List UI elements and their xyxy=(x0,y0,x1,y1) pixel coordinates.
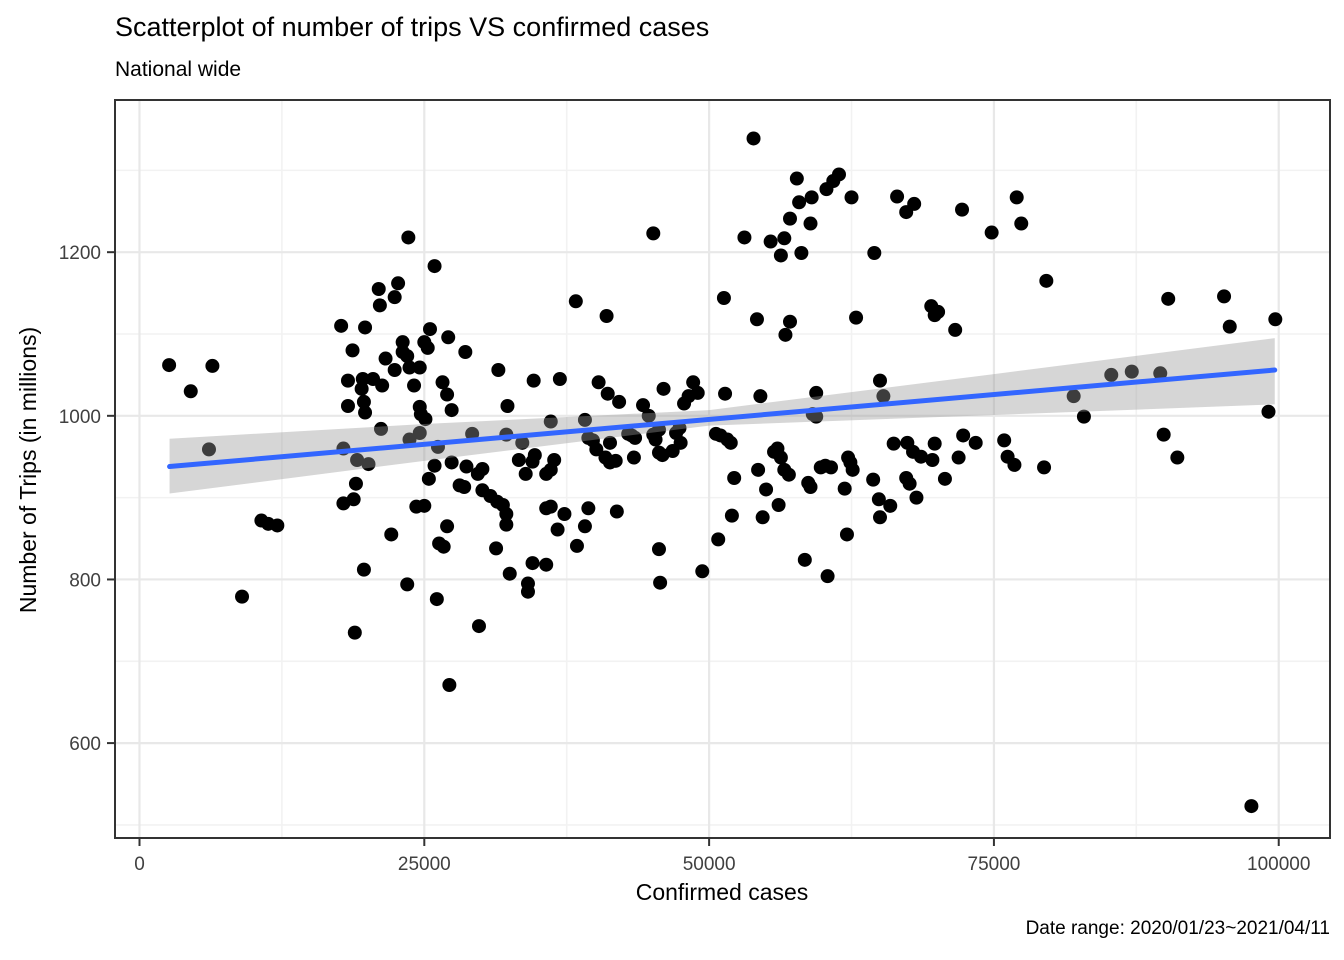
y-axis-title: Number of Trips (in millions) xyxy=(15,327,41,613)
axis-tick-marks xyxy=(107,251,1280,846)
plot-panel-background xyxy=(115,100,1330,838)
svg-text:25000: 25000 xyxy=(398,854,451,875)
svg-text:800: 800 xyxy=(69,570,101,591)
major-gridlines xyxy=(115,100,1330,838)
scatter-points xyxy=(162,131,1283,814)
regression-line xyxy=(167,367,1278,470)
x-axis-title: Confirmed cases xyxy=(636,879,809,905)
date-range-caption: Date range: 2020/01/23~2021/04/11 xyxy=(1025,918,1330,939)
svg-text:50000: 50000 xyxy=(683,854,736,875)
svg-text:0: 0 xyxy=(134,854,145,875)
svg-text:75000: 75000 xyxy=(968,854,1021,875)
plot-panel-border xyxy=(114,99,1331,839)
chart-title: Scatterplot of number of trips VS confir… xyxy=(115,12,710,42)
svg-text:600: 600 xyxy=(69,734,101,755)
svg-text:1200: 1200 xyxy=(59,243,101,264)
svg-text:100000: 100000 xyxy=(1247,854,1310,875)
svg-text:1000: 1000 xyxy=(59,407,101,428)
axis-tick-labels: 0 25000 50000 75000 100000 600 800 1000 1200 xyxy=(59,243,1311,875)
chart-subtitle: National wide xyxy=(115,58,242,81)
